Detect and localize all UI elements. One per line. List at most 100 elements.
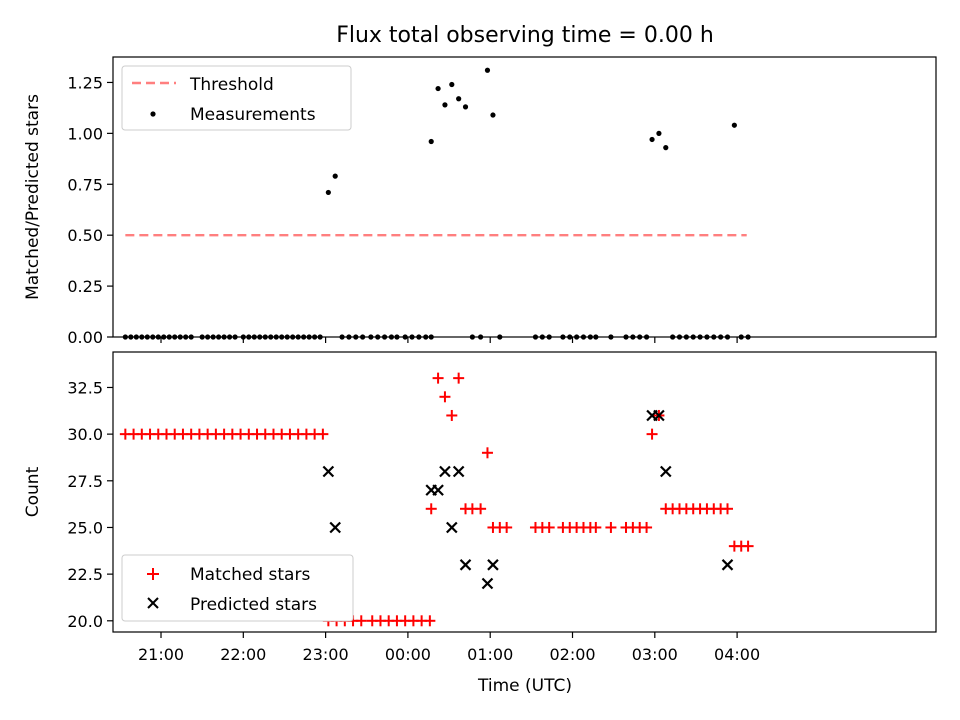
chart-title: Flux total observing time = 0.00 h xyxy=(336,23,714,48)
matched-star-marker xyxy=(475,503,487,515)
measurement-point xyxy=(122,334,128,340)
measurement-point xyxy=(428,334,434,340)
matched-star-marker xyxy=(481,447,493,459)
measurement-point xyxy=(346,334,352,340)
measurement-point xyxy=(381,334,388,340)
matched-star-marker xyxy=(543,521,555,533)
legend-measurements-label: Measurements xyxy=(190,105,316,125)
legend-matched-label: Matched stars xyxy=(190,565,310,585)
measurement-point xyxy=(697,334,703,340)
measurement-point xyxy=(539,334,545,340)
matched-star-marker xyxy=(424,615,436,627)
bottom-ytick-label: 25.0 xyxy=(67,518,103,537)
predicted-star-marker xyxy=(329,521,341,534)
xtick-label: 02:00 xyxy=(549,645,595,664)
measurement-point xyxy=(428,138,434,145)
measurement-point xyxy=(317,334,323,340)
measurement-point xyxy=(731,122,737,128)
bottom-x-ticks: 21:00 22:00 23:00 00:00 01:00 02:00 03:00 04:00 xyxy=(138,632,760,664)
matched-star-marker xyxy=(317,428,329,440)
top-ytick-label: 0.50 xyxy=(67,226,103,245)
measurement-point xyxy=(246,334,252,340)
measurement-point xyxy=(216,334,222,340)
top-panel: 0.00 0.25 0.50 0.75 1.00 1.25 Matched/Predict… xyxy=(23,56,937,347)
measurement-point xyxy=(478,334,484,340)
matched-star-marker xyxy=(446,409,458,421)
measurement-point xyxy=(312,334,318,340)
measurement-point xyxy=(133,334,139,340)
xtick-label: 04:00 xyxy=(714,645,760,664)
measurement-point xyxy=(161,334,167,340)
matched-star-marker xyxy=(439,391,451,403)
top-ytick-label: 0.00 xyxy=(67,328,103,347)
measurement-point xyxy=(623,334,629,340)
bottom-ytick-label: 22.5 xyxy=(67,565,103,584)
measurement-point xyxy=(251,334,257,340)
matched-star-marker xyxy=(605,521,617,533)
measurement-point xyxy=(593,334,599,340)
measurement-point xyxy=(232,334,238,340)
measurement-point xyxy=(210,334,216,340)
measurement-point xyxy=(295,334,301,340)
measurement-point xyxy=(724,334,731,340)
measurement-point xyxy=(273,334,279,340)
measurement-point xyxy=(332,173,338,179)
measurement-point xyxy=(532,334,539,340)
measurement-point xyxy=(128,334,134,340)
measurement-point xyxy=(268,334,274,340)
measurement-point xyxy=(683,334,689,340)
predicted-star-marker xyxy=(459,559,472,571)
measurement-point xyxy=(656,130,662,136)
matched-star-marker xyxy=(432,372,444,384)
measurement-point xyxy=(580,334,587,340)
measurement-point xyxy=(738,334,744,340)
measurement-point xyxy=(449,81,455,88)
matched-star-marker xyxy=(355,615,367,627)
bottom-legend: Matched stars Predicted stars xyxy=(121,554,354,622)
legend-matched-swatch xyxy=(147,568,159,580)
top-legend: Threshold Measurements xyxy=(121,65,352,131)
measurement-point xyxy=(325,189,331,196)
measurement-point xyxy=(630,334,636,340)
measurement-point xyxy=(637,334,643,340)
xtick-label: 21:00 xyxy=(138,645,184,664)
matched-star-marker xyxy=(646,428,658,440)
measurement-point xyxy=(172,334,178,340)
measurement-point xyxy=(676,334,683,340)
measurement-point xyxy=(221,334,227,340)
measurement-point xyxy=(199,334,205,340)
bottom-ylabel: Count xyxy=(23,466,43,517)
bottom-ytick-label: 30.0 xyxy=(67,425,103,444)
measurement-point xyxy=(139,334,145,340)
measurement-point xyxy=(456,96,462,102)
xtick-label: 22:00 xyxy=(220,645,266,664)
measurement-point xyxy=(177,334,183,340)
measurement-point xyxy=(442,102,448,108)
measurement-point xyxy=(166,334,172,340)
predicted-star-marker xyxy=(322,465,335,478)
matched-star-marker xyxy=(722,503,734,515)
measurement-point xyxy=(484,67,491,73)
measurement-point xyxy=(649,136,655,143)
top-ytick-label: 0.75 xyxy=(67,175,103,194)
measurement-point xyxy=(144,334,150,340)
matched-star-marker xyxy=(425,503,437,515)
measurement-point xyxy=(188,334,194,340)
xtick-label: 01:00 xyxy=(467,645,513,664)
bottom-ytick-label: 27.5 xyxy=(67,472,103,491)
predicted-star-marker xyxy=(653,409,665,422)
predicted-star-marker xyxy=(452,465,465,478)
measurement-point xyxy=(608,334,614,340)
top-legend-box xyxy=(121,65,352,131)
measurement-point xyxy=(497,334,503,340)
bottom-legend-box xyxy=(121,554,354,622)
measurement-point xyxy=(205,334,211,340)
bottom-ytick-label: 32.5 xyxy=(67,378,103,397)
measurement-point xyxy=(690,334,696,340)
measurement-point xyxy=(368,334,374,340)
measurement-point xyxy=(284,334,290,340)
legend-predicted-swatch xyxy=(147,597,159,609)
measurement-point xyxy=(704,334,710,340)
measurement-point xyxy=(183,334,189,340)
